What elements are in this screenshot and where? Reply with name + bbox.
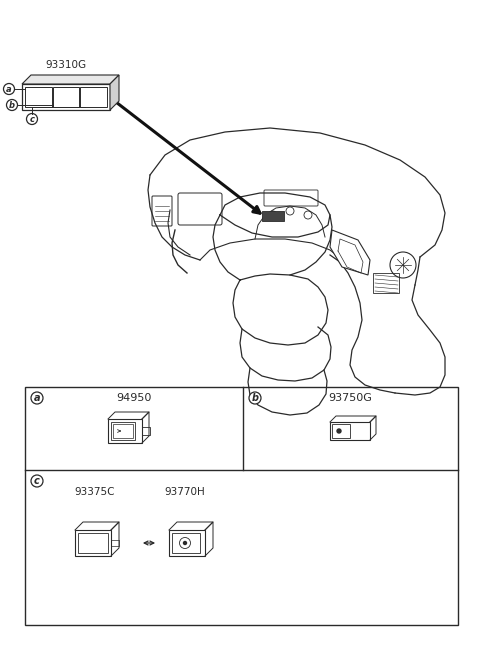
Bar bbox=[108, 419, 142, 443]
Bar bbox=[330, 422, 370, 440]
Text: 93750G: 93750G bbox=[329, 393, 372, 403]
Bar bbox=[172, 533, 200, 553]
Bar bbox=[142, 427, 150, 435]
Bar bbox=[373, 273, 399, 293]
Polygon shape bbox=[110, 75, 119, 110]
Bar bbox=[262, 211, 284, 221]
Circle shape bbox=[249, 392, 261, 404]
Bar bbox=[53, 87, 79, 107]
Polygon shape bbox=[22, 75, 119, 84]
Bar bbox=[25, 87, 52, 107]
Circle shape bbox=[31, 475, 43, 487]
Circle shape bbox=[337, 429, 341, 433]
Bar bbox=[25, 387, 458, 625]
Bar bbox=[113, 424, 133, 438]
Bar bbox=[111, 422, 135, 440]
Polygon shape bbox=[330, 230, 370, 275]
Text: c: c bbox=[29, 115, 35, 124]
Circle shape bbox=[7, 100, 17, 111]
Bar bbox=[169, 530, 205, 556]
Text: 93770H: 93770H bbox=[165, 487, 205, 497]
Bar bbox=[78, 533, 108, 553]
Circle shape bbox=[26, 113, 37, 124]
Text: a: a bbox=[6, 84, 12, 94]
Circle shape bbox=[183, 542, 187, 544]
Text: b: b bbox=[252, 393, 259, 403]
Text: 93310G: 93310G bbox=[46, 60, 86, 70]
Circle shape bbox=[31, 392, 43, 404]
Bar bbox=[75, 530, 111, 556]
Bar bbox=[22, 84, 110, 110]
Text: b: b bbox=[9, 100, 15, 109]
Circle shape bbox=[3, 83, 14, 94]
Bar bbox=[111, 540, 119, 546]
Bar bbox=[80, 87, 107, 107]
Text: c: c bbox=[34, 476, 40, 486]
Text: 94950: 94950 bbox=[116, 393, 152, 403]
Text: a: a bbox=[34, 393, 40, 403]
Bar bbox=[332, 424, 350, 438]
Text: 93375C: 93375C bbox=[75, 487, 115, 497]
